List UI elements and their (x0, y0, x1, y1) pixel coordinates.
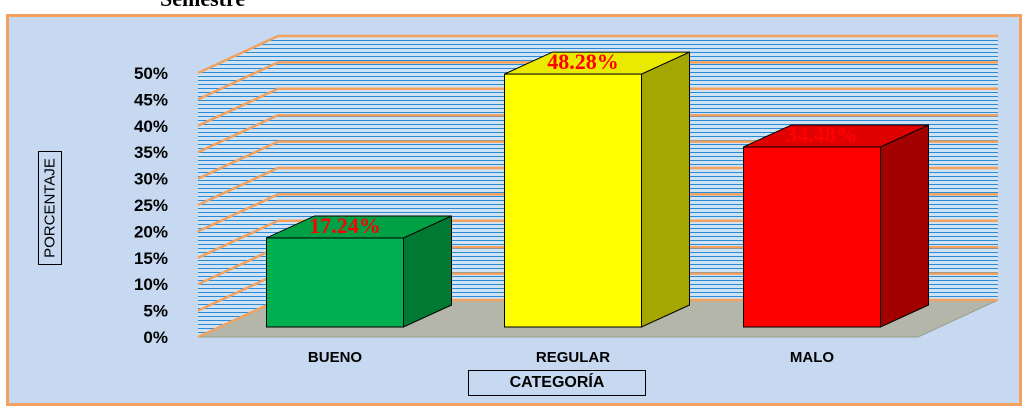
bar-front (266, 237, 404, 328)
x-axis-title: CATEGORÍA (509, 374, 605, 391)
bar (504, 51, 690, 328)
x-axis-ticks: BUENO REGULAR MALO (308, 349, 834, 366)
y-axis-title-box: PORCENTAJE (38, 151, 62, 265)
y-tick-label: 25% (134, 196, 168, 215)
y-axis-title: PORCENTAJE (41, 158, 59, 258)
y-tick-label: 15% (134, 249, 168, 268)
y-tick-label: 0% (143, 328, 168, 347)
gridline (197, 34, 998, 75)
bar-side (880, 124, 929, 328)
y-tick-label: 10% (134, 275, 168, 294)
x-axis-title-box: CATEGORÍA (468, 370, 646, 396)
data-labels: 17.24% 48.28% 34.48% (309, 49, 858, 238)
chart-bars (266, 51, 929, 328)
y-tick-label: 40% (134, 117, 168, 136)
gridline (197, 61, 998, 101)
bar-front (504, 73, 642, 328)
y-tick-label: 50% (134, 64, 168, 83)
x-tick-label: BUENO (308, 349, 363, 366)
y-tick-label: 30% (134, 170, 168, 189)
chart-title-fragment: Semestre (160, 0, 245, 12)
data-label: 34.48% (786, 122, 858, 147)
gridline (197, 87, 998, 127)
bar (266, 215, 452, 328)
data-label: 17.24% (309, 213, 381, 238)
x-tick-label: MALO (790, 349, 834, 366)
y-tick-label: 45% (134, 90, 168, 109)
y-tick-label: 20% (134, 222, 168, 241)
gridline (197, 113, 998, 154)
y-tick-label: 5% (143, 302, 168, 321)
bar-front (743, 146, 881, 328)
bar-side (641, 51, 690, 328)
y-axis-ticks: 0% 5% 10% 15% 20% 25% 30% 35% 40% 45% 50% (134, 64, 168, 347)
x-tick-label: REGULAR (536, 349, 610, 366)
data-label: 48.28% (547, 49, 619, 74)
bar (743, 124, 929, 328)
y-tick-label: 35% (134, 143, 168, 162)
